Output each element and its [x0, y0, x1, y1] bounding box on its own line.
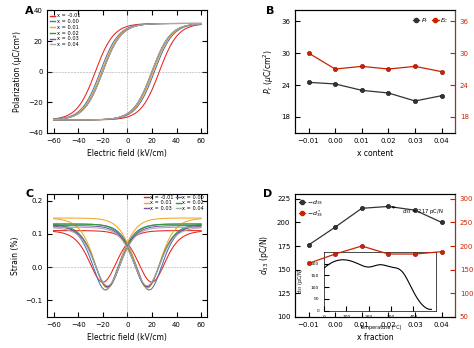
Legend: x = -0.01, x = 0.00, x = 0.01, x = 0.02, x = 0.03, x = 0.04: x = -0.01, x = 0.00, x = 0.01, x = 0.02,… — [50, 13, 81, 48]
Legend: $P_r$, $E_C$: $P_r$, $E_C$ — [411, 14, 452, 27]
Legend: x = -0.01, x = 0.01, x = 0.03, x = 0.00, x = 0.02, x = 0.04: x = -0.01, x = 0.01, x = 0.03, x = 0.00,… — [143, 194, 205, 212]
Text: D: D — [263, 189, 273, 199]
Y-axis label: $P_r$ ($\mu$C/cm$^2$): $P_r$ ($\mu$C/cm$^2$) — [261, 49, 276, 94]
Text: C: C — [25, 189, 33, 199]
Text: B: B — [266, 6, 275, 16]
Legend: $-d_{33}$, $-d^*_{33}$: $-d_{33}$, $-d^*_{33}$ — [298, 197, 324, 220]
Text: $d_{33}$ = 217 pC/N: $d_{33}$ = 217 pC/N — [392, 206, 444, 216]
X-axis label: Electric field (kV/cm): Electric field (kV/cm) — [87, 149, 167, 158]
X-axis label: x fraction: x fraction — [357, 333, 393, 342]
Text: A: A — [25, 6, 34, 16]
Y-axis label: Strain (%): Strain (%) — [11, 236, 20, 275]
X-axis label: Electric field (kV/cm): Electric field (kV/cm) — [87, 333, 167, 342]
X-axis label: x content: x content — [357, 149, 393, 158]
Y-axis label: Polarization (μC/cm²): Polarization (μC/cm²) — [13, 31, 22, 112]
Y-axis label: $d_{33}$ (pC/N): $d_{33}$ (pC/N) — [258, 235, 271, 276]
